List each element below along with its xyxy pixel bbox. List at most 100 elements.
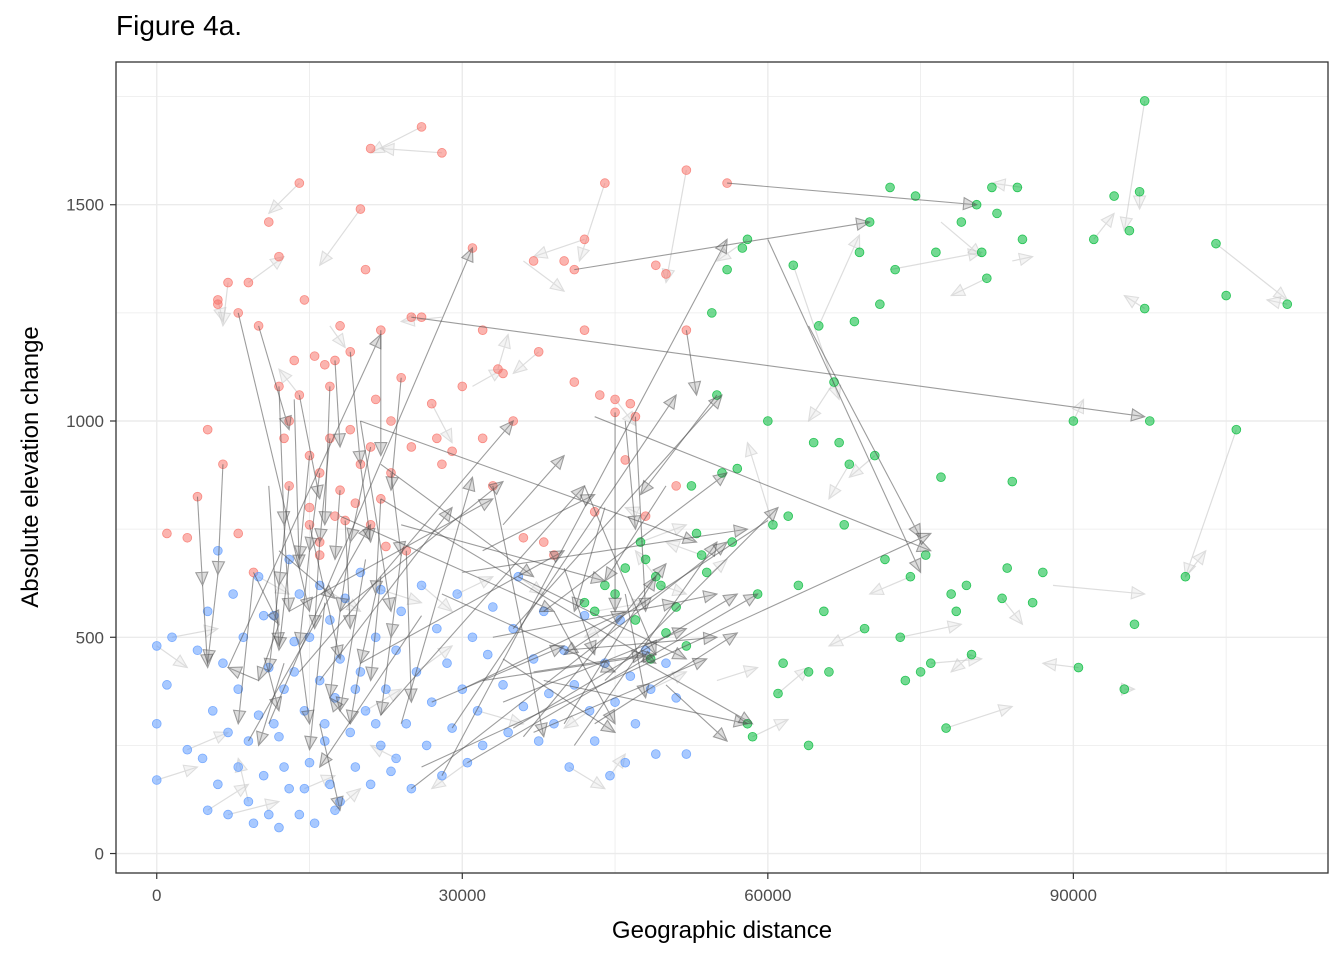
faint-arrow-head	[950, 657, 966, 673]
faint-arrow	[664, 540, 702, 556]
migration-arrow-head	[293, 631, 308, 648]
migration-arrow-shaft	[334, 490, 341, 560]
migration-arrow-head	[404, 688, 418, 704]
migration-arrow-head	[318, 751, 333, 769]
migration-arrow-shaft	[344, 520, 351, 629]
migration-arrow	[401, 524, 607, 585]
migration-arrow-shaft	[390, 555, 402, 638]
migration-arrow-head	[324, 683, 339, 700]
faint-arrow-head	[406, 592, 423, 606]
migration-arrow	[199, 585, 214, 669]
faint-arrow-shaft	[665, 170, 687, 283]
data-point-red	[681, 165, 692, 175]
data-point-red	[182, 532, 193, 543]
migration-arrow-shaft	[467, 593, 758, 764]
data-point-blue	[391, 753, 401, 764]
migration-arrow	[304, 472, 321, 553]
data-point-blue	[355, 667, 366, 677]
data-point-green	[691, 528, 702, 539]
migration-arrow-head	[330, 644, 344, 661]
faint-arrow	[1184, 549, 1207, 578]
data-point-blue	[151, 718, 162, 729]
migration-arrow-head	[256, 730, 270, 747]
migration-arrow-head	[368, 333, 382, 350]
faint-arrow	[716, 665, 759, 682]
migration-arrow-shaft	[645, 662, 753, 725]
faint-arrow	[1093, 212, 1115, 240]
faint-arrow-shaft	[258, 576, 290, 595]
faint-arrow-head	[990, 178, 1007, 192]
migration-arrow-shaft	[196, 496, 204, 586]
migration-arrow	[727, 182, 978, 211]
faint-arrow-shaft	[777, 667, 809, 694]
migration-arrow-shaft	[349, 663, 361, 724]
migration-arrow	[293, 455, 311, 561]
data-point-green	[890, 264, 900, 275]
data-point-red	[162, 528, 172, 539]
data-point-blue	[228, 589, 238, 599]
faint-arrow	[577, 182, 606, 263]
faint-arrow-head	[172, 654, 189, 669]
migration-arrow	[278, 550, 336, 600]
migration-arrow-shaft	[665, 684, 728, 742]
migration-arrow	[594, 632, 739, 725]
faint-arrow	[329, 325, 346, 349]
faint-arrow	[477, 710, 525, 727]
migration-arrow-head	[702, 590, 719, 604]
data-point-red	[579, 325, 590, 335]
data-point-green	[905, 571, 916, 582]
faint-arrow	[568, 766, 606, 790]
data-point-green	[747, 731, 758, 742]
migration-arrow	[329, 490, 343, 561]
data-point-red	[600, 178, 610, 188]
data-point-green	[946, 589, 956, 599]
data-point-green	[1221, 290, 1231, 301]
migration-arrow	[685, 330, 702, 397]
data-point-red	[279, 433, 289, 444]
data-point-red	[345, 424, 356, 435]
migration-arrow	[335, 542, 351, 613]
faint-arrow-head	[331, 332, 346, 349]
migration-arrow-head	[460, 246, 474, 264]
data-point-red	[661, 269, 671, 279]
migration-arrow-shaft	[349, 351, 361, 465]
faint-arrow-shaft	[370, 126, 422, 154]
data-point-red	[620, 455, 631, 465]
data-point-green	[824, 667, 834, 677]
data-point-blue	[396, 606, 406, 617]
migration-arrow-shaft	[258, 325, 290, 430]
data-point-blue	[381, 684, 391, 694]
faint-arrow-shaft	[665, 541, 702, 556]
migration-arrow	[263, 585, 280, 674]
data-point-green	[773, 688, 783, 699]
migration-arrow-head	[318, 511, 333, 527]
faint-arrow-shaft	[421, 584, 453, 612]
data-point-blue	[213, 545, 223, 556]
data-point-red	[498, 368, 508, 379]
migration-arrow-shaft	[237, 312, 311, 612]
migration-arrow	[342, 520, 357, 630]
data-point-blue	[488, 602, 498, 612]
x-tick-label: 60000	[744, 886, 791, 905]
faint-arrow-shaft	[207, 783, 249, 811]
faint-arrow-shaft	[512, 351, 540, 374]
faint-arrow-head	[868, 582, 885, 596]
data-point-blue	[325, 615, 335, 625]
migration-arrow	[385, 555, 402, 639]
data-point-blue	[269, 718, 279, 729]
data-point-green	[941, 723, 951, 733]
faint-arrow-head	[267, 198, 284, 215]
migration-arrow-shaft	[298, 550, 311, 646]
migration-arrow	[563, 520, 769, 656]
faint-arrow-shaft	[716, 666, 758, 682]
faint-arrow-shaft	[808, 381, 835, 422]
data-point-blue	[243, 796, 254, 807]
migration-arrow-head	[346, 527, 360, 544]
data-point-blue	[319, 718, 330, 729]
data-point-blue	[518, 701, 529, 712]
migration-arrow-head	[335, 696, 350, 713]
faint-arrow-shaft	[227, 801, 280, 816]
faint-arrow-layer	[156, 100, 1289, 816]
data-point-green	[803, 740, 814, 751]
migration-arrow-shaft	[543, 472, 728, 612]
